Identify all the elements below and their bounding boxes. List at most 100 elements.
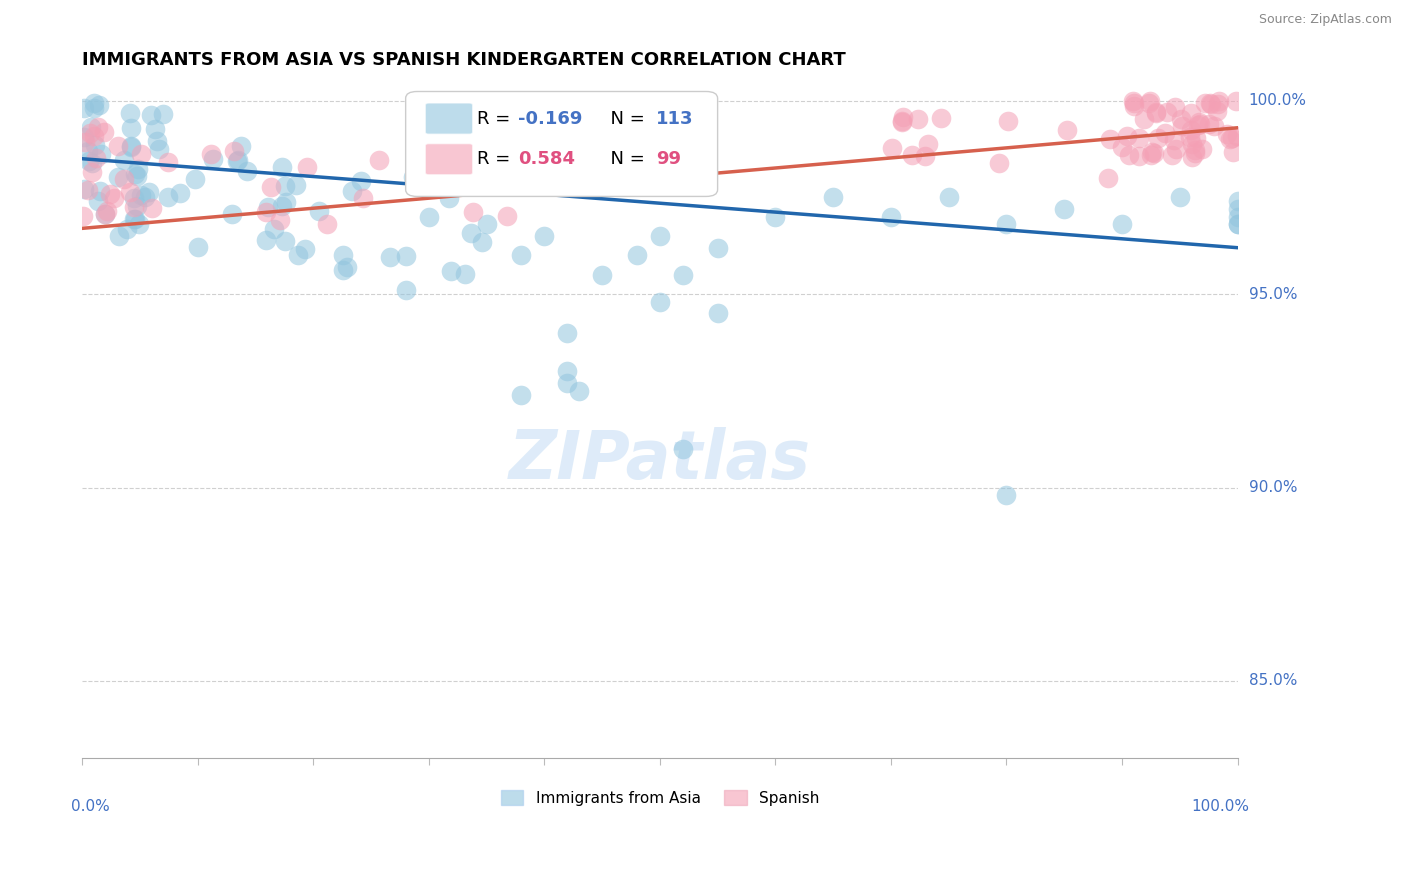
Point: [124, 167, 146, 181]
FancyBboxPatch shape: [406, 92, 717, 196]
Point: [112, 153, 135, 168]
Point: [1226, 194, 1249, 209]
Point: [672, 442, 695, 456]
Point: [626, 248, 648, 262]
Text: IMMIGRANTS FROM ASIA VS SPANISH KINDERGARTEN CORRELATION CHART: IMMIGRANTS FROM ASIA VS SPANISH KINDERGA…: [82, 51, 846, 69]
Point: [157, 154, 180, 169]
Point: [120, 120, 142, 135]
Point: [80, 165, 103, 179]
Point: [1215, 127, 1237, 141]
Point: [1187, 114, 1209, 128]
Point: [297, 160, 319, 174]
Point: [1139, 148, 1161, 162]
Point: [131, 187, 153, 202]
Point: [1053, 202, 1076, 216]
Point: [1226, 129, 1249, 144]
Point: [1180, 123, 1202, 137]
Point: [1189, 117, 1212, 131]
Point: [907, 112, 929, 126]
Point: [1226, 218, 1249, 232]
Point: [336, 260, 359, 275]
Point: [274, 234, 297, 248]
Text: 0.584: 0.584: [517, 150, 575, 169]
Point: [274, 194, 297, 209]
Point: [148, 142, 170, 156]
Point: [122, 212, 145, 227]
Point: [914, 149, 936, 163]
Point: [89, 184, 111, 198]
Point: [122, 191, 145, 205]
Text: 95.0%: 95.0%: [1249, 286, 1298, 301]
Point: [1099, 131, 1122, 145]
Point: [591, 268, 613, 282]
Point: [1185, 131, 1208, 145]
Point: [1184, 144, 1206, 158]
Point: [83, 101, 105, 115]
Point: [152, 107, 174, 121]
Point: [73, 182, 96, 196]
Point: [1181, 149, 1204, 163]
Point: [263, 221, 285, 235]
Point: [200, 146, 222, 161]
Point: [120, 138, 142, 153]
Point: [72, 209, 94, 223]
Point: [1123, 99, 1146, 113]
Text: -0.169: -0.169: [517, 110, 582, 128]
Point: [350, 174, 373, 188]
Point: [75, 135, 97, 149]
Point: [416, 153, 439, 168]
Point: [125, 199, 148, 213]
Point: [77, 144, 100, 158]
Text: R =: R =: [477, 110, 516, 128]
Legend: Immigrants from Asia, Spanish: Immigrants from Asia, Spanish: [495, 783, 825, 812]
Point: [221, 207, 243, 221]
Point: [402, 169, 425, 184]
Point: [1144, 105, 1167, 120]
Point: [73, 101, 96, 115]
Point: [169, 186, 191, 200]
Point: [882, 141, 904, 155]
Point: [124, 211, 146, 226]
Point: [131, 147, 153, 161]
Point: [891, 110, 914, 124]
Point: [271, 199, 294, 213]
Point: [1206, 103, 1229, 118]
Text: N =: N =: [599, 150, 650, 169]
Point: [332, 248, 354, 262]
Point: [108, 228, 131, 243]
Point: [1143, 145, 1166, 160]
Point: [1222, 131, 1244, 145]
Point: [1128, 149, 1150, 163]
FancyBboxPatch shape: [425, 103, 472, 134]
Point: [93, 207, 115, 221]
Point: [79, 126, 101, 140]
Point: [141, 201, 163, 215]
Point: [1226, 210, 1249, 224]
Point: [1184, 146, 1206, 161]
Point: [294, 242, 316, 256]
Point: [138, 186, 160, 200]
Point: [269, 213, 291, 227]
Point: [80, 120, 103, 134]
Point: [254, 204, 277, 219]
Point: [201, 153, 224, 167]
Point: [134, 189, 156, 203]
Point: [1191, 141, 1213, 155]
Point: [1180, 136, 1202, 151]
Point: [316, 217, 339, 231]
Point: [510, 387, 533, 401]
Point: [225, 154, 247, 169]
Point: [90, 147, 112, 161]
Point: [352, 191, 374, 205]
Point: [440, 263, 463, 277]
Point: [533, 229, 555, 244]
Point: [118, 106, 141, 120]
Point: [103, 190, 125, 204]
Point: [929, 112, 952, 126]
Point: [96, 203, 118, 218]
Point: [228, 153, 250, 168]
Text: 90.0%: 90.0%: [1249, 480, 1298, 495]
Point: [568, 384, 591, 398]
Point: [254, 233, 277, 247]
Point: [1199, 96, 1222, 111]
